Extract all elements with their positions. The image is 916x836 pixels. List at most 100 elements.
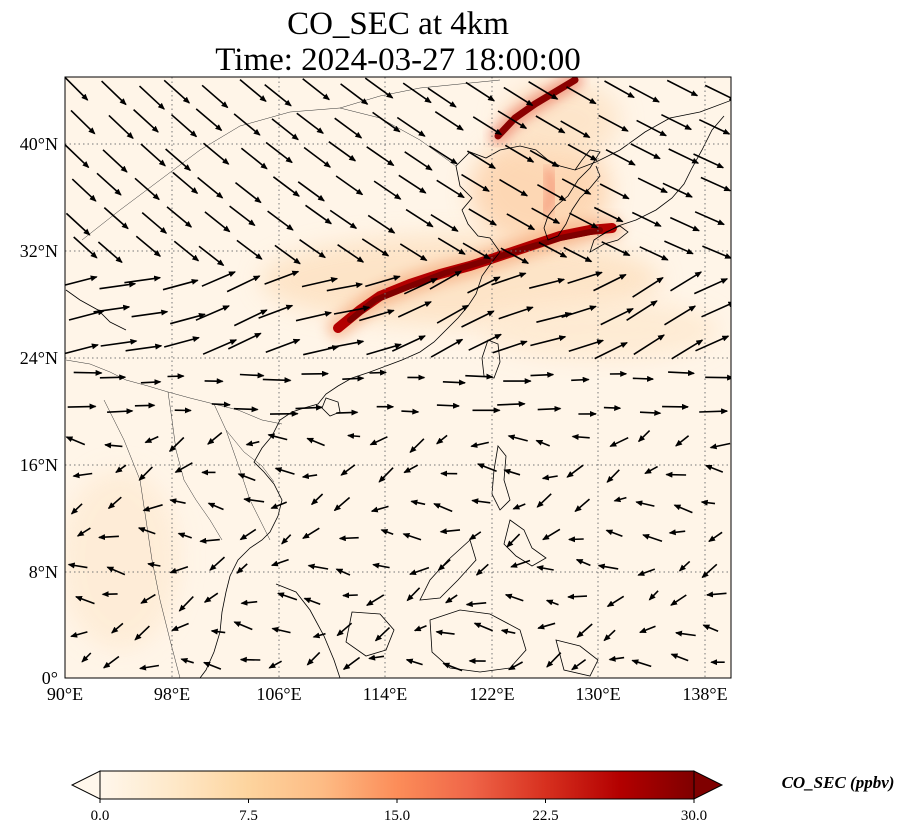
wind-arrow [274,244,301,265]
wind-arrow [560,120,591,139]
colorbar-gradient [99,770,695,800]
wind-arrow [97,241,123,264]
wind-arrow [162,278,199,291]
wind-arrow [537,405,562,412]
wind-arrow [301,277,339,288]
wind-arrow [107,408,134,415]
wind-arrow [172,171,199,194]
wind-arrow [500,628,516,635]
wind-arrow [603,629,616,642]
wind-arrow [569,212,599,229]
wind-arrow [529,277,566,289]
wind-arrow [337,244,365,263]
wind-arrow [125,343,163,352]
wind-arrow [170,114,198,138]
wind-arrow [436,434,448,445]
wind-arrow [168,436,185,452]
wind-arrow [340,83,369,105]
wind-arrow [506,213,536,231]
wind-arrow [67,562,88,569]
wind-arrow [597,563,619,570]
wind-arrow [437,559,451,571]
wind-arrow [633,334,665,356]
wind-arrow [399,243,428,262]
wind-arrow [229,205,256,227]
wind-arrow [472,116,503,136]
wind-arrow [704,84,731,101]
wind-arrow [461,173,490,192]
wind-arrow [197,176,224,199]
wind-arrow [336,622,353,637]
wind-arrow [177,532,192,539]
wind-arrow [428,145,458,165]
wind-arrow [445,594,458,604]
wind-arrow [302,78,330,101]
wind-arrow [329,209,358,229]
wind-arrow [675,435,690,447]
wind-arrow [338,535,359,542]
wind-arrow [137,527,156,535]
wind-arrow [100,338,138,347]
wind-arrow [409,566,430,576]
wind-arrow [99,281,137,290]
colorbar-tick-7-5: 7.5 [239,808,258,824]
wind-arrow [402,532,422,541]
wind-arrow [497,401,526,408]
wind-arrow [701,563,718,579]
wind-arrow [102,655,120,669]
wind-arrow [461,310,495,328]
wind-arrow [435,629,455,636]
wind-arrow [468,531,482,541]
wind-arrow [405,658,423,666]
wind-arrow [264,270,300,285]
wind-arrow [307,563,329,570]
wind-arrow [76,527,91,537]
wind-arrow [131,309,169,318]
wind-arrow [604,80,635,99]
wind-arrow [270,501,288,510]
wind-arrow [566,86,597,105]
wind-arrow [271,118,299,141]
wind-arrow [108,114,134,139]
wind-arrow [359,309,395,322]
wind-arrow [561,305,597,319]
wind-arrow [144,435,159,444]
coastlines [65,99,731,678]
wind-arrow [503,86,534,107]
longitude-labels: 90°E 98°E 106°E 114°E 122°E 130°E 138°E [47,684,728,704]
wind-arrow [135,235,161,257]
wind-arrow [237,473,256,482]
wind-vectors [65,77,731,672]
wind-arrow [303,146,331,168]
wind-arrow [295,311,333,322]
wind-arrow [373,180,402,200]
wind-arrow [163,336,200,348]
wind-arrow [335,175,364,196]
wind-arrow [106,566,126,576]
wind-arrow [233,406,259,413]
wind-arrow [639,625,656,634]
wind-arrow [227,332,262,350]
wind-arrow [439,528,461,535]
wind-arrow [530,371,555,378]
wind-arrow [497,110,528,129]
wind-arrow [245,440,260,447]
lat-label-0: 0° [42,668,58,688]
wind-arrow [398,174,427,194]
wind-arrow [427,87,457,108]
wind-arrow [134,625,150,641]
wind-arrow [147,561,161,568]
wind-arrow [568,339,605,353]
wind-arrow [104,442,123,449]
wind-arrow [632,375,655,382]
lon-label-138: 138°E [682,684,727,704]
wind-arrow [631,211,662,227]
wind-arrow [648,590,659,601]
wind-arrow [467,276,501,294]
wind-arrow [506,533,521,548]
wind-arrow [207,502,224,511]
wind-arrow [73,369,103,376]
wind-arrow [70,503,83,515]
wind-arrow [632,277,664,298]
wind-arrow [203,592,219,603]
